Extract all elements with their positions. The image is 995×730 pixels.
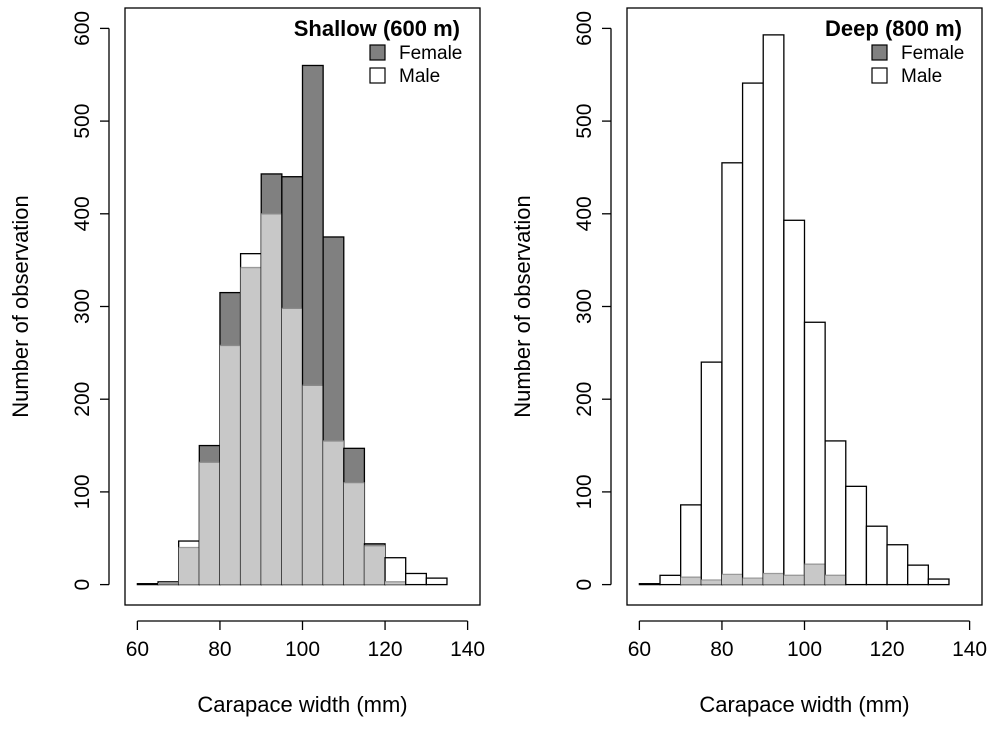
- legend-swatch-1: [369, 67, 386, 84]
- legend-label-1: Male: [901, 66, 942, 87]
- x-tick-label-60: 60: [628, 638, 651, 661]
- overlap-bar-95: [281, 308, 303, 585]
- male-bar-125: [907, 564, 929, 586]
- y-tick-label-400: 400: [71, 196, 94, 231]
- male-bar-65: [659, 574, 682, 586]
- x-tick-label-120: 120: [870, 638, 905, 661]
- plot-frame: [124, 7, 481, 606]
- legend-swatch-0: [871, 44, 888, 61]
- male-bar-130: [425, 577, 448, 586]
- legend-swatch-1: [871, 67, 888, 84]
- y-tick-label-100: 100: [71, 474, 94, 509]
- y-tick-label-100: 100: [573, 474, 596, 509]
- male-bar-60: [136, 583, 159, 586]
- male-bar-70: [680, 504, 702, 586]
- overlap-bar-120: [385, 581, 406, 585]
- y-axis: 0 100 200 300 400 500 600 Number of observation: [8, 11, 110, 591]
- overlap-bar-95: [783, 575, 805, 585]
- overlap-bar-90: [261, 213, 282, 585]
- male-bar-90: [762, 34, 785, 586]
- male-bar-125: [405, 572, 427, 586]
- bar-group: [136, 64, 448, 586]
- chart-title: Shallow (600 m): [294, 16, 460, 41]
- y-axis: 0 100 200 300 400 500 600 Number of observation: [510, 11, 612, 591]
- y-tick-label-500: 500: [573, 104, 596, 139]
- y-tick-label-200: 200: [573, 382, 596, 417]
- male-bar-120: [384, 557, 407, 586]
- chart-panel-2: 60 80 100 120 140 Carapace width (mm) 0 100 200 3…: [510, 7, 987, 717]
- x-axis-label: Carapace width (mm): [197, 692, 407, 717]
- x-axis-label: Carapace width (mm): [699, 692, 909, 717]
- male-bar-60: [638, 583, 661, 586]
- y-tick-label-300: 300: [573, 289, 596, 324]
- male-bar-130: [927, 578, 950, 586]
- y-tick-label-200: 200: [71, 382, 94, 417]
- legend-label-1: Male: [399, 66, 440, 87]
- overlap-bar-100: [804, 564, 826, 585]
- y-tick-label-0: 0: [71, 579, 94, 591]
- overlap-bar-80: [721, 574, 743, 585]
- overlap-bar-70: [680, 577, 702, 585]
- overlap-bar-85: [240, 267, 262, 585]
- male-bar-85: [741, 82, 764, 586]
- chart-panel-1: 60 80 100 120 140 Carapace width (mm) 0 100 200 3…: [8, 7, 485, 717]
- x-axis: 60 80 100 120 140 Carapace width (mm): [126, 620, 485, 717]
- overlap-bar-85: [742, 578, 764, 585]
- x-tick-label-100: 100: [787, 638, 822, 661]
- x-tick-label-140: 140: [450, 638, 485, 661]
- male-bar-105: [824, 440, 847, 586]
- overlap-bar-115: [364, 545, 386, 585]
- overlap-bar-75: [701, 579, 722, 585]
- male-bar-120: [886, 544, 909, 586]
- x-tick-label-100: 100: [285, 638, 320, 661]
- x-tick-label-60: 60: [126, 638, 149, 661]
- x-tick-label-80: 80: [710, 638, 733, 661]
- chart-title: Deep (800 m): [825, 16, 962, 41]
- legend-label-0: Female: [901, 43, 964, 64]
- x-tick-label-120: 120: [368, 638, 403, 661]
- overlap-bar-70: [178, 547, 200, 585]
- male-bar-110: [845, 485, 868, 586]
- overlap-bar-80: [219, 345, 241, 585]
- male-bar-100: [803, 321, 826, 586]
- y-tick-label-500: 500: [71, 104, 94, 139]
- y-tick-label-600: 600: [573, 11, 596, 46]
- y-axis-label: Number of observation: [8, 195, 33, 418]
- male-bar-115: [865, 525, 888, 586]
- y-axis-label: Number of observation: [510, 195, 535, 418]
- overlap-bar-90: [763, 573, 784, 585]
- bar-group: [638, 34, 950, 586]
- legend-label-0: Female: [399, 43, 462, 64]
- overlap-bar-105: [825, 575, 846, 585]
- legend-swatch-0: [369, 44, 386, 61]
- overlap-bar-75: [199, 462, 220, 585]
- y-tick-label-400: 400: [573, 196, 596, 231]
- male-bar-75: [700, 361, 723, 586]
- x-axis: 60 80 100 120 140 Carapace width (mm): [628, 620, 987, 717]
- overlap-bar-105: [323, 440, 344, 585]
- y-tick-label-300: 300: [71, 289, 94, 324]
- overlap-bar-110: [343, 482, 365, 585]
- y-tick-label-0: 0: [573, 579, 596, 591]
- x-tick-label-80: 80: [208, 638, 231, 661]
- male-bar-95: [783, 219, 806, 586]
- plot-frame: [626, 7, 983, 606]
- male-bar-80: [721, 162, 744, 586]
- y-tick-label-600: 600: [71, 11, 94, 46]
- overlap-bar-100: [302, 385, 324, 585]
- x-tick-label-140: 140: [952, 638, 987, 661]
